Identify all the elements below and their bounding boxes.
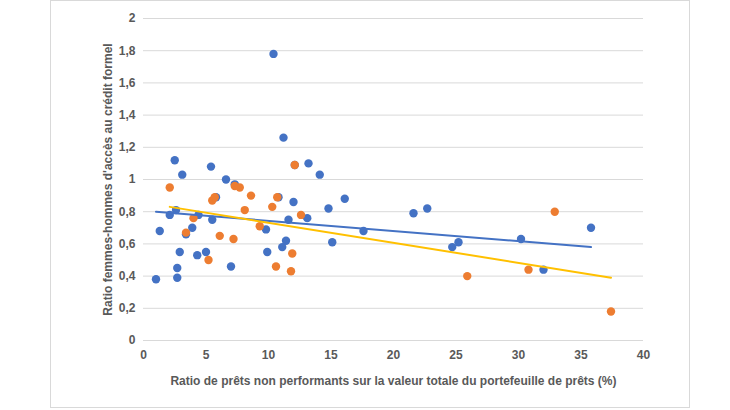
svg-text:35: 35 <box>574 348 588 362</box>
svg-text:0,8: 0,8 <box>119 205 136 219</box>
svg-text:2: 2 <box>129 11 136 25</box>
svg-text:1,6: 1,6 <box>119 76 136 90</box>
svg-text:1,2: 1,2 <box>119 140 136 154</box>
svg-text:40: 40 <box>637 348 651 362</box>
svg-text:25: 25 <box>449 348 463 362</box>
svg-text:0: 0 <box>140 348 147 362</box>
svg-text:0,6: 0,6 <box>119 237 136 251</box>
svg-text:15: 15 <box>324 348 338 362</box>
svg-text:10: 10 <box>262 348 276 362</box>
svg-text:5: 5 <box>203 348 210 362</box>
svg-text:Ratio de prêts non performants: Ratio de prêts non performants sur la va… <box>170 374 616 388</box>
svg-text:Ratio femmes-hommes d'accès au: Ratio femmes-hommes d'accès au crédit fo… <box>101 43 115 315</box>
svg-text:1: 1 <box>129 172 136 186</box>
svg-text:0,2: 0,2 <box>119 301 136 315</box>
svg-text:30: 30 <box>512 348 526 362</box>
svg-text:1,8: 1,8 <box>119 44 136 58</box>
svg-text:20: 20 <box>387 348 401 362</box>
svg-text:0: 0 <box>129 333 136 347</box>
svg-text:0,4: 0,4 <box>119 269 136 283</box>
svg-text:1,4: 1,4 <box>119 108 136 122</box>
